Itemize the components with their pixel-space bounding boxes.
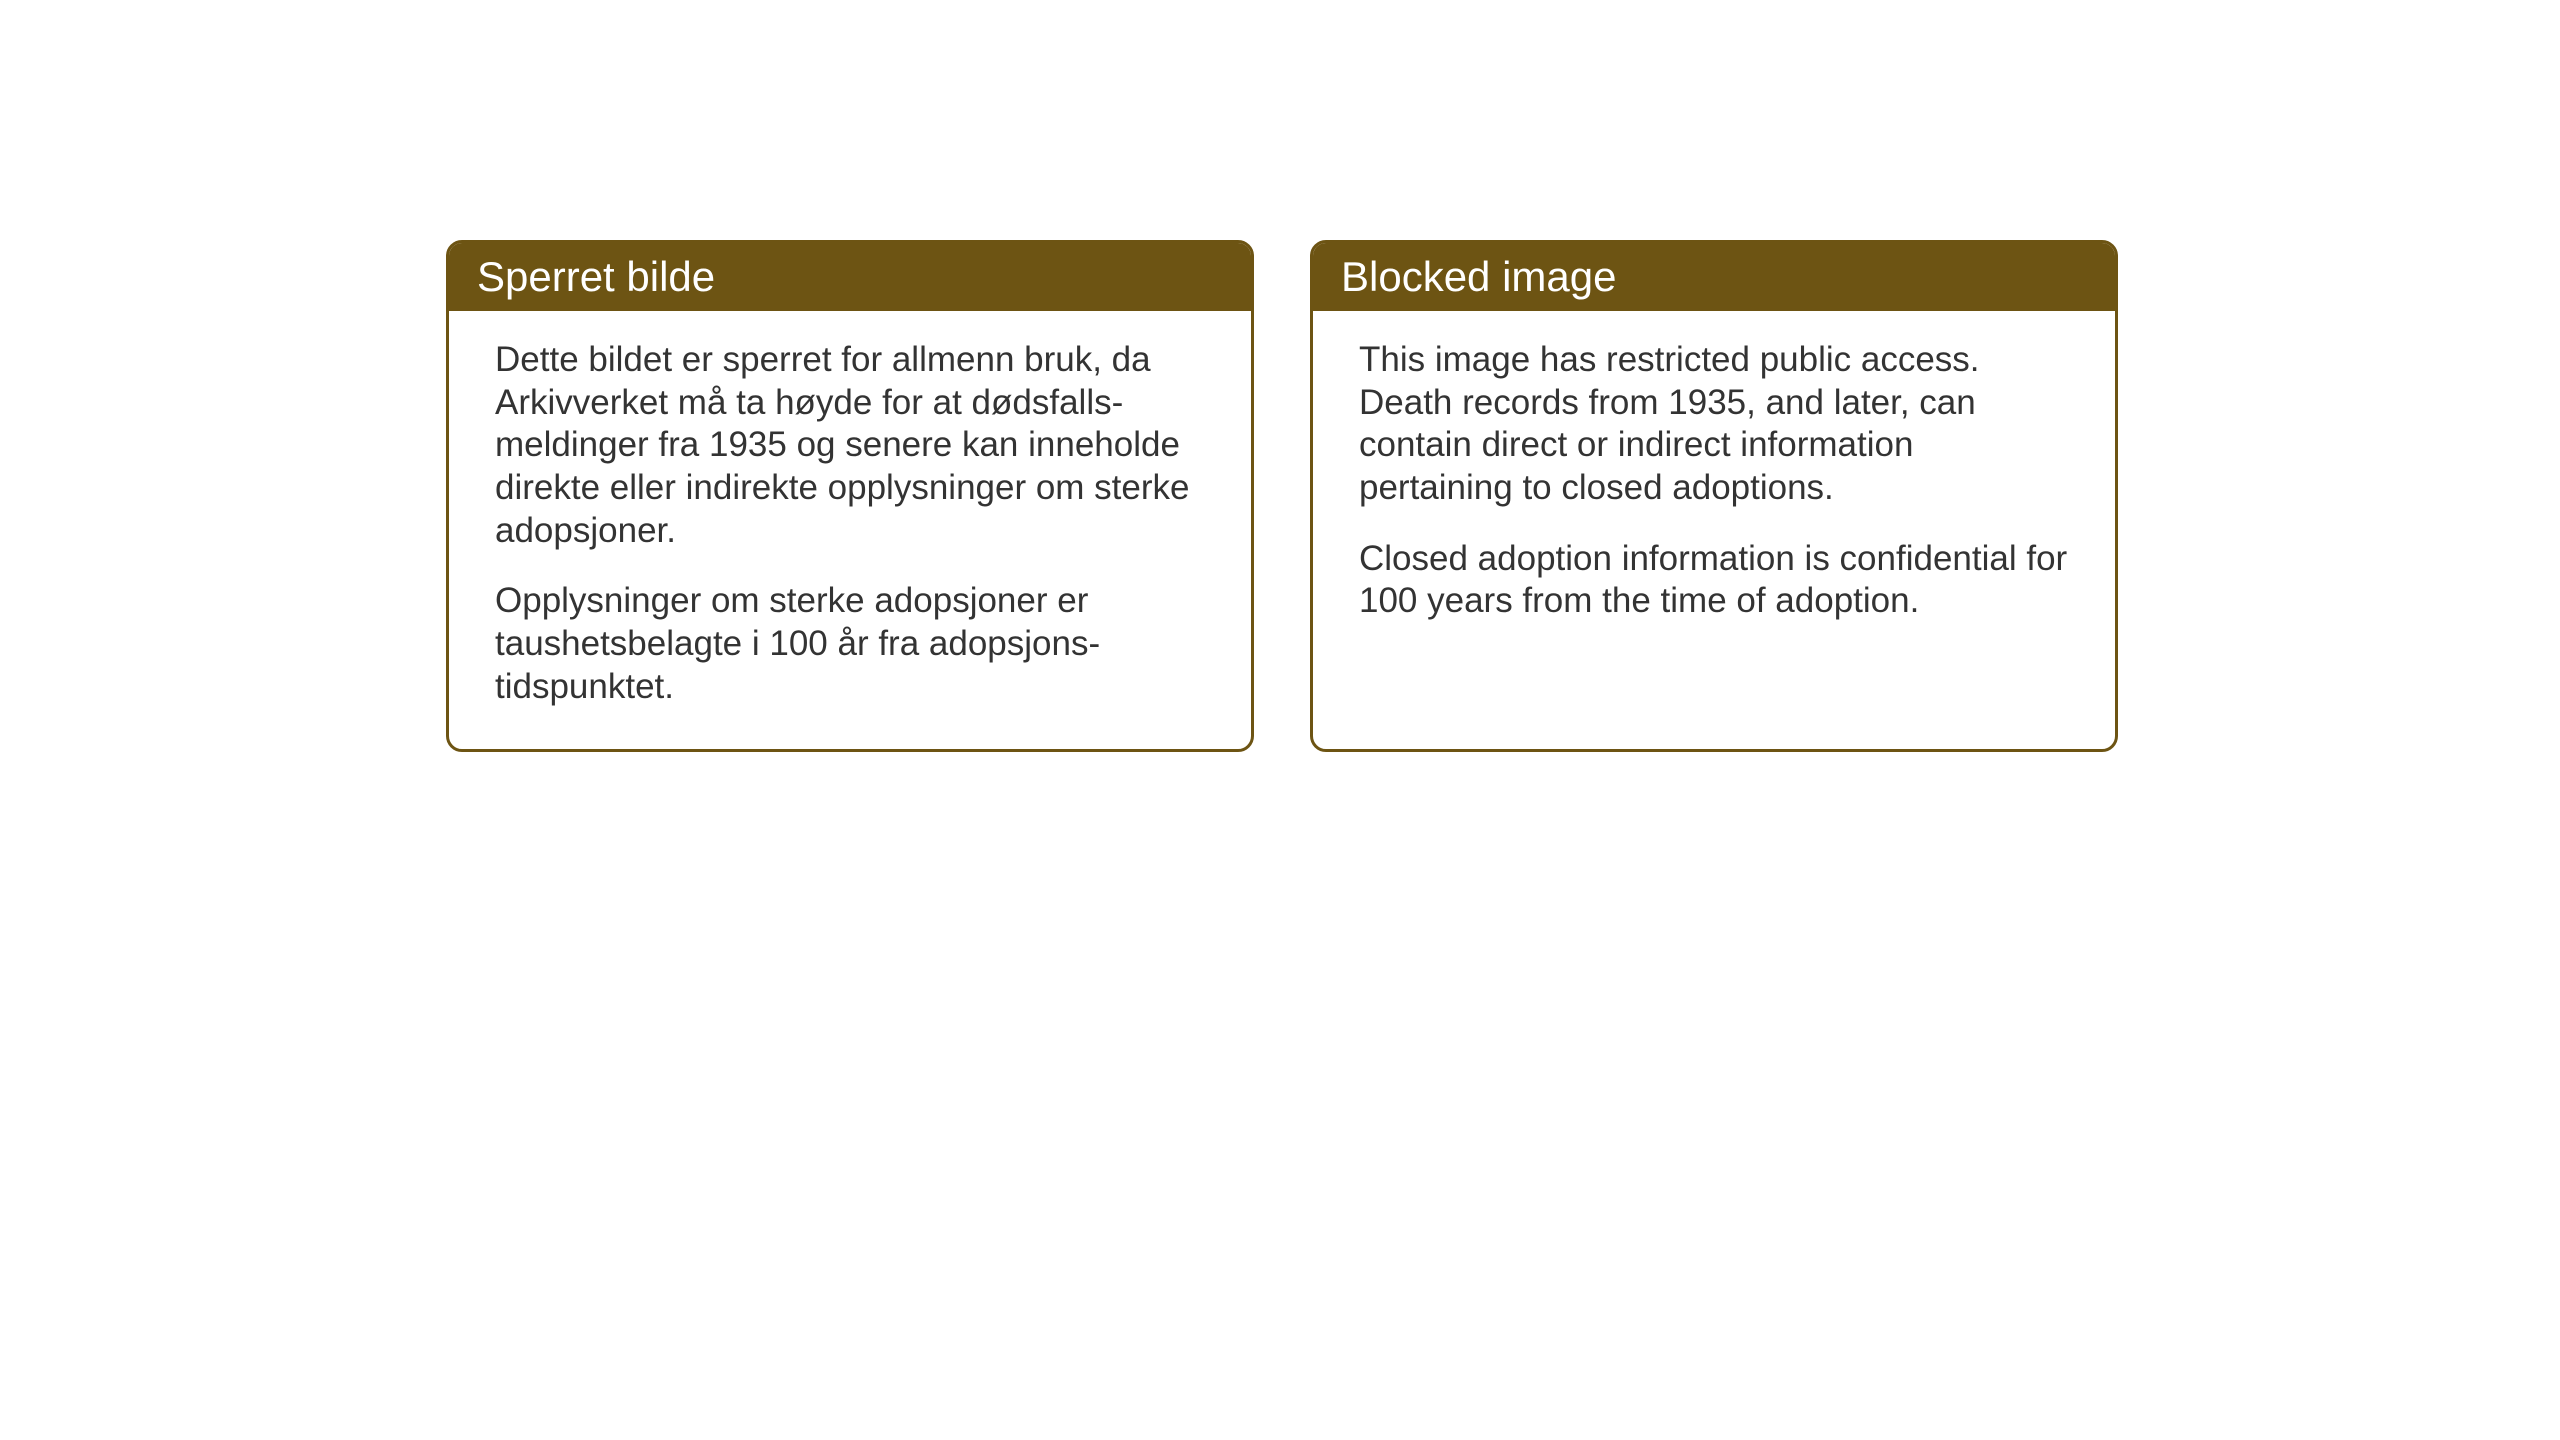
card-paragraph-1-english: This image has restricted public access.… <box>1359 339 2069 510</box>
card-paragraph-2-norwegian: Opplysninger om sterke adopsjoner er tau… <box>495 580 1205 708</box>
card-title-english: Blocked image <box>1341 253 1616 300</box>
notice-card-norwegian: Sperret bilde Dette bildet er sperret fo… <box>446 240 1254 752</box>
card-paragraph-2-english: Closed adoption information is confident… <box>1359 538 2069 623</box>
card-header-english: Blocked image <box>1313 243 2115 311</box>
card-header-norwegian: Sperret bilde <box>449 243 1251 311</box>
card-body-norwegian: Dette bildet er sperret for allmenn bruk… <box>449 311 1251 749</box>
card-title-norwegian: Sperret bilde <box>477 253 715 300</box>
card-body-english: This image has restricted public access.… <box>1313 311 2115 663</box>
notice-container: Sperret bilde Dette bildet er sperret fo… <box>446 240 2118 752</box>
card-paragraph-1-norwegian: Dette bildet er sperret for allmenn bruk… <box>495 339 1205 552</box>
notice-card-english: Blocked image This image has restricted … <box>1310 240 2118 752</box>
